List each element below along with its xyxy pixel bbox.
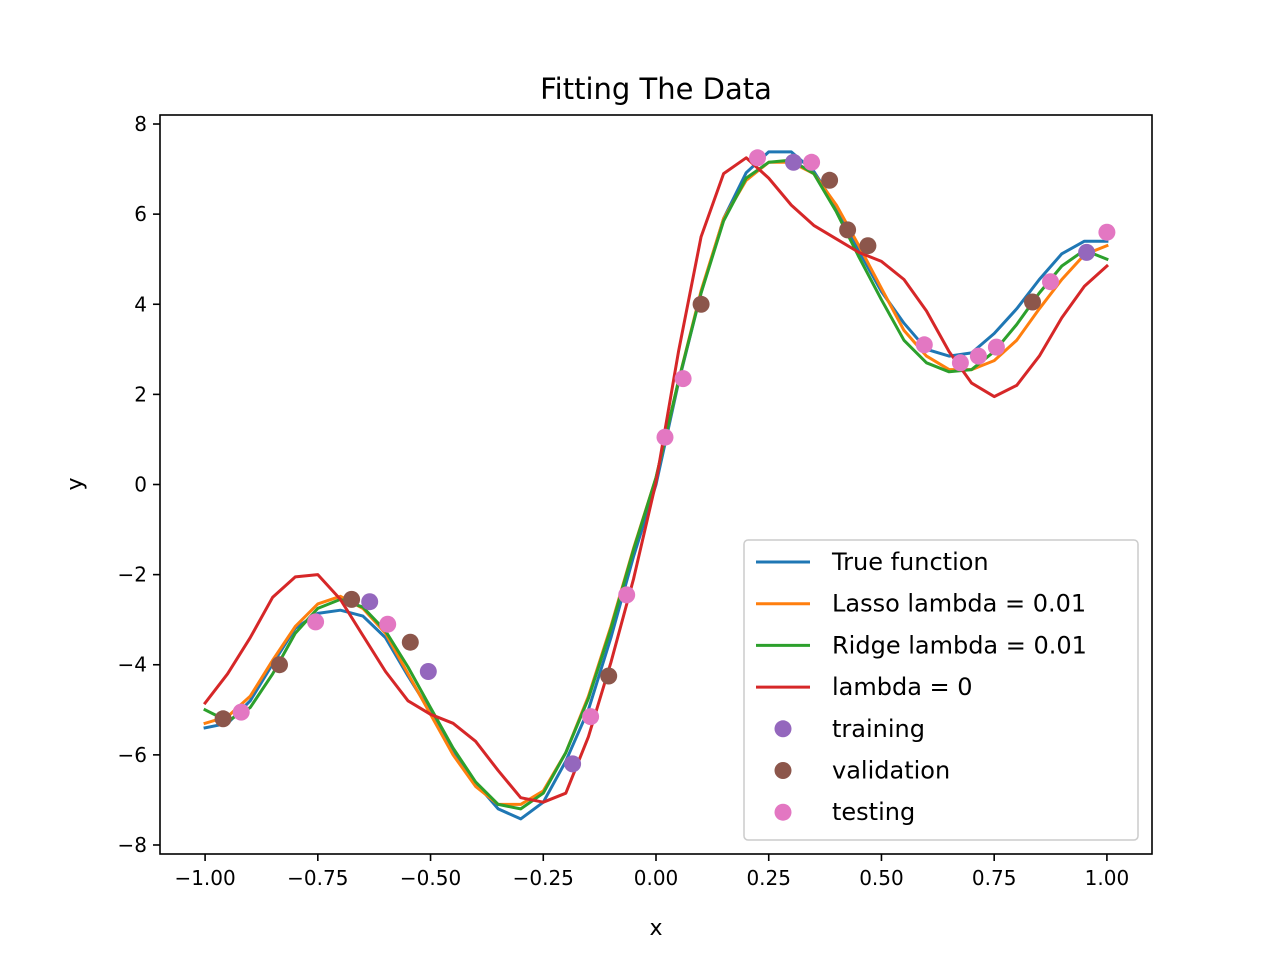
y-tick-label: 4 — [134, 292, 147, 316]
y-axis-label: y — [63, 477, 88, 490]
y-tick-label: −4 — [118, 653, 147, 677]
data-point-validation-7 — [839, 221, 857, 239]
x-tick-label: 0.75 — [972, 866, 1017, 890]
data-point-testing-12 — [987, 338, 1005, 356]
legend-label: True function — [831, 548, 989, 576]
data-point-testing-11 — [969, 347, 987, 365]
data-point-validation-2 — [343, 590, 361, 608]
x-tick-label: −1.00 — [174, 866, 235, 890]
legend-label: training — [832, 715, 925, 743]
data-point-testing-7 — [749, 149, 766, 167]
legend-swatch-marker — [774, 720, 792, 738]
data-point-testing-6 — [674, 370, 692, 388]
legend-label: Ridge lambda = 0.01 — [832, 631, 1087, 659]
legend: True function Lasso lambda = 0.01 Ridge la… — [743, 539, 1139, 841]
x-axis-label: x — [649, 916, 662, 941]
chart-title: Fitting The Data — [540, 72, 772, 106]
legend-label: testing — [832, 798, 915, 826]
data-point-testing-3 — [582, 708, 600, 726]
data-point-training-2 — [564, 755, 582, 773]
y-tick-label: −6 — [118, 743, 147, 767]
data-point-validation-9 — [1024, 293, 1041, 311]
data-point-testing-14 — [1098, 223, 1116, 241]
x-tick-label: −0.50 — [400, 866, 461, 890]
data-point-testing-13 — [1042, 273, 1059, 291]
x-tick-label: 0.25 — [746, 866, 791, 890]
x-tick-label: −0.25 — [513, 866, 574, 890]
data-point-validation-5 — [692, 295, 710, 313]
plot-area — [202, 149, 1116, 821]
data-point-training-0 — [361, 593, 379, 611]
x-tick-label: 0.00 — [634, 866, 679, 890]
data-point-validation-4 — [600, 667, 618, 685]
data-point-validation-3 — [401, 633, 419, 651]
data-point-validation-0 — [214, 710, 232, 728]
data-point-testing-2 — [379, 615, 397, 633]
data-point-training-4 — [1078, 243, 1096, 261]
data-point-training-1 — [419, 663, 437, 680]
legend-swatch-marker — [774, 803, 792, 821]
y-tick-label: −2 — [118, 563, 147, 587]
y-tick-label: −8 — [118, 833, 147, 857]
data-point-validation-8 — [859, 237, 877, 255]
data-point-testing-5 — [656, 428, 674, 446]
legend-swatch-marker — [774, 762, 792, 779]
data-point-testing-10 — [951, 354, 969, 372]
legend-label: validation — [832, 757, 950, 785]
y-tick-label: 0 — [134, 473, 147, 497]
legend-label: Lasso lambda = 0.01 — [832, 590, 1086, 618]
data-point-training-3 — [785, 153, 802, 171]
x-tick-label: −0.75 — [287, 866, 348, 890]
x-tick-label: 1.00 — [1085, 866, 1130, 890]
y-tick-label: 2 — [134, 382, 147, 406]
tick-marks: −1.00 −0.75 −0.50 −0.25 0.00 0.25 0.50 0.75 1.00… — [118, 112, 1130, 890]
data-point-testing-4 — [618, 586, 636, 604]
data-point-testing-8 — [803, 153, 821, 171]
y-tick-label: 6 — [134, 202, 147, 226]
legend-box — [743, 539, 1139, 841]
data-point-validation-6 — [821, 171, 839, 189]
x-tick-label: 0.50 — [859, 866, 904, 890]
data-point-testing-9 — [915, 336, 933, 354]
legend-label: lambda = 0 — [832, 673, 973, 701]
data-point-testing-1 — [307, 613, 325, 631]
data-point-validation-1 — [271, 656, 288, 674]
y-tick-label: 8 — [134, 112, 147, 136]
data-point-testing-0 — [232, 703, 250, 721]
